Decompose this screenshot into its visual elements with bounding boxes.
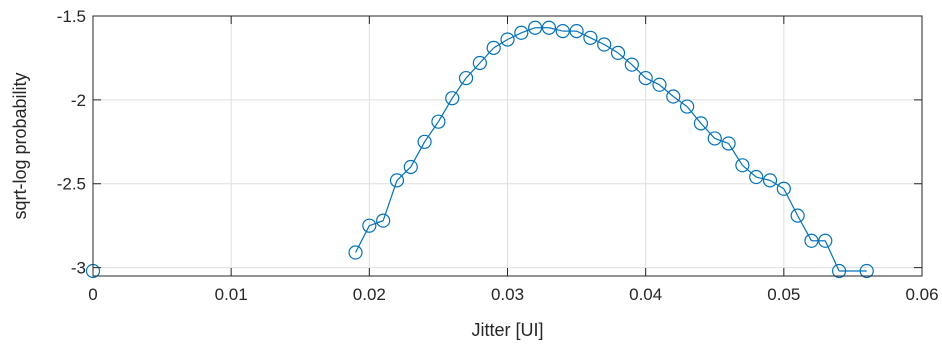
series-segment: [797, 215, 812, 242]
data-point: [472, 55, 487, 71]
series-segment: [769, 179, 785, 190]
data-point: [624, 57, 639, 72]
series-segment: [603, 44, 619, 54]
x-tick-label: 0.05: [767, 285, 800, 304]
data-point: [680, 99, 695, 114]
data-point: [528, 20, 543, 35]
data-point: [831, 263, 847, 279]
series-segment: [741, 164, 757, 178]
series-segment: [824, 240, 840, 272]
x-tick-label: 0.02: [353, 285, 386, 304]
data-point: [652, 77, 667, 92]
y-tick-label: -3: [71, 259, 86, 278]
data-point: [666, 89, 681, 104]
data-point: [721, 136, 736, 151]
data-point: [348, 245, 363, 260]
data-point: [610, 45, 626, 61]
series-segment: [369, 220, 384, 227]
tick-labels: 0 0.01 0.02 0.03 0.04 0.05 0.06 -3 -2.5 -2 -1.5: [57, 7, 939, 304]
data-point: [597, 37, 612, 52]
x-tick-label: 0.01: [215, 285, 248, 304]
series-segment: [590, 37, 605, 46]
series-segment: [424, 121, 439, 143]
data-point: [514, 25, 529, 40]
data-point: [818, 233, 833, 248]
data-point: [389, 173, 405, 188]
series-segment: [645, 77, 660, 86]
series-segment: [437, 97, 453, 122]
data-point: [500, 32, 515, 47]
series-segment: [507, 32, 522, 41]
series-segment: [396, 166, 412, 181]
series-segment: [617, 52, 633, 66]
data-point: [458, 70, 474, 86]
series-segment: [465, 62, 481, 79]
series-segment: [451, 77, 467, 99]
series-segment: [672, 96, 688, 108]
series-segment: [686, 106, 702, 124]
data-point: [804, 233, 819, 248]
data-point: [762, 173, 778, 188]
series-segment: [756, 176, 771, 181]
series-segment: [659, 84, 674, 97]
data-point: [790, 208, 805, 223]
grid: [92, 15, 923, 276]
data-point: [693, 116, 709, 131]
series-segment: [410, 141, 426, 168]
data-point: [362, 218, 377, 233]
series-segment: [521, 27, 536, 34]
y-tick-label: -1.5: [57, 7, 86, 26]
series-segment: [576, 30, 591, 39]
ticks: [92, 15, 923, 276]
series-segment: [548, 27, 563, 32]
data-point: [445, 91, 460, 106]
x-tick-label: 0.03: [491, 285, 524, 304]
data-point: [403, 159, 418, 175]
data-point: [431, 114, 446, 129]
series-segment: [479, 47, 495, 64]
series-segment: [783, 188, 799, 216]
x-tick-label: 0: [88, 285, 97, 304]
data-point: [735, 158, 750, 173]
series-segment: [631, 64, 647, 79]
x-axis-label: Jitter [UI]: [471, 320, 543, 340]
data-point: [376, 213, 391, 228]
series-segment: [714, 137, 729, 145]
data-point: [583, 30, 598, 45]
data-point: [859, 263, 874, 279]
data-point: [569, 23, 584, 39]
series-group: [85, 20, 874, 279]
data-point: [638, 70, 653, 86]
data-point: [541, 20, 557, 35]
data-point: [749, 169, 764, 185]
data-point: [776, 181, 791, 196]
y-tick-label: -2.5: [57, 175, 86, 194]
y-tick-label: -2: [71, 91, 86, 110]
data-point: [555, 23, 570, 39]
series-segment: [354, 225, 370, 253]
x-tick-label: 0.04: [629, 285, 662, 304]
x-tick-label: 0.06: [905, 285, 938, 304]
series-segment: [700, 122, 716, 139]
data-point: [486, 40, 501, 55]
series-segment: [493, 38, 508, 49]
y-axis-label: sqrt-log probability: [10, 72, 30, 219]
series-segment: [728, 143, 743, 166]
data-point: [707, 131, 722, 146]
data-point: [417, 134, 432, 149]
